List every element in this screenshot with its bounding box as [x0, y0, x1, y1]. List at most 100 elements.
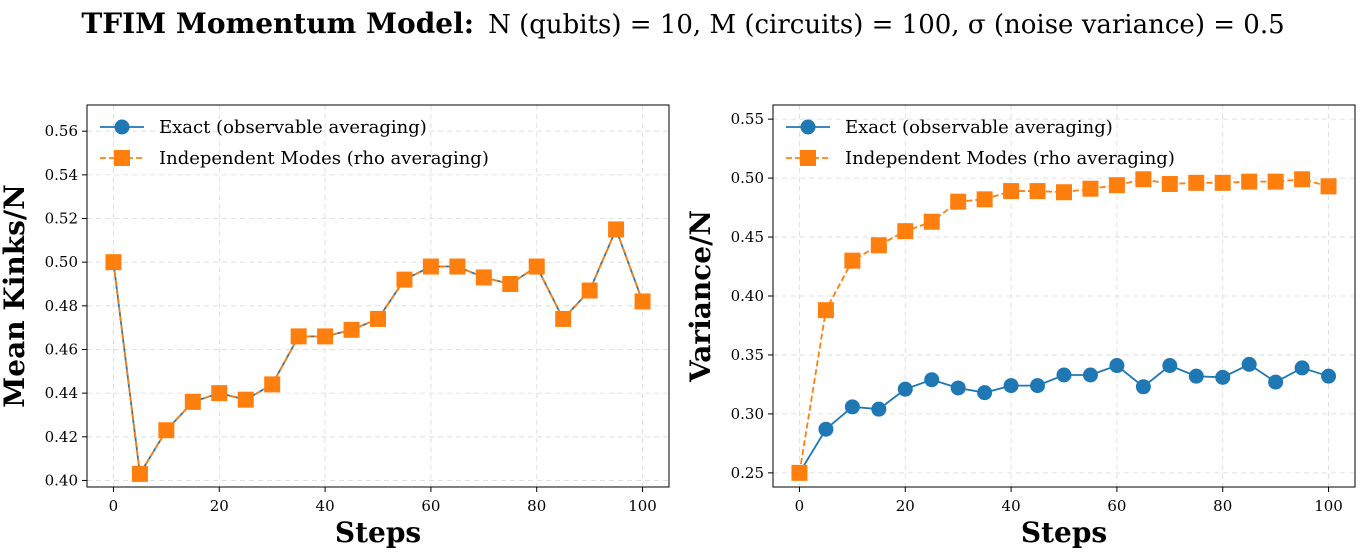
data-point-1-20 [1320, 178, 1337, 195]
data-point-1-6 [264, 376, 281, 393]
data-point-1-14 [1161, 175, 1178, 192]
y-axis-label: Mean Kinks/N [0, 184, 31, 407]
data-point-1-7 [290, 328, 307, 345]
x-tick-label-2: 40 [316, 497, 335, 515]
y-tick-label-1: 0.30 [731, 405, 764, 423]
data-point-1-10 [370, 310, 386, 327]
legend-marker-1 [800, 150, 816, 166]
series-line-1 [112, 226, 644, 477]
x-tick-label-5: 100 [1314, 497, 1343, 515]
y-tick-label-2: 0.35 [731, 346, 764, 364]
data-point-1-14 [475, 269, 492, 286]
legend-label-0: Exact (observable averaging) [159, 117, 427, 138]
plot-frame [86, 104, 670, 488]
y-tick-label-8: 0.56 [45, 122, 78, 140]
x-axis-label: Steps [1021, 516, 1107, 549]
y-tick-label-4: 0.48 [45, 297, 78, 315]
data-point-0-20 [1321, 368, 1337, 384]
data-point-1-15 [1188, 174, 1205, 191]
data-point-0-9 [1030, 378, 1046, 394]
legend-marker-0 [800, 119, 816, 135]
data-point-0-1 [818, 421, 834, 437]
figure-title: TFIM Momentum Model: N (qubits) = 10, M … [81, 7, 1284, 40]
data-point-0-15 [1188, 368, 1204, 384]
data-point-1-6 [950, 193, 967, 210]
plot-frame [772, 104, 1356, 488]
x-tick-label-3: 60 [421, 497, 440, 515]
y-tick-label-1: 0.42 [45, 428, 78, 446]
x-tick-label-4: 80 [527, 497, 546, 515]
data-point-1-11 [1082, 180, 1099, 197]
data-point-1-19 [1294, 171, 1311, 188]
data-point-1-8 [317, 328, 334, 345]
data-point-0-18 [1268, 374, 1284, 390]
data-point-0-11 [1082, 367, 1098, 383]
data-point-1-16 [1214, 174, 1231, 191]
x-tick-label-1: 20 [896, 497, 915, 515]
data-point-1-19 [608, 221, 625, 238]
legend-marker-0 [114, 119, 130, 135]
data-point-1-1 [131, 465, 148, 482]
y-tick-label-6: 0.52 [45, 210, 78, 228]
y-tick-label-3: 0.46 [45, 340, 78, 358]
x-tick-label-4: 80 [1213, 497, 1232, 515]
x-tick-label-2: 40 [1002, 497, 1021, 515]
data-point-0-10 [1056, 367, 1072, 383]
data-point-1-13 [449, 258, 466, 275]
x-tick-label-5: 100 [628, 497, 657, 515]
data-point-1-8 [1003, 183, 1020, 200]
data-point-1-16 [528, 258, 545, 275]
legend-label-1: Independent Modes (rho averaging) [845, 148, 1175, 169]
data-point-1-18 [1267, 173, 1284, 190]
data-point-0-3 [871, 401, 887, 417]
data-point-1-10 [1056, 184, 1072, 201]
y-tick-label-7: 0.54 [45, 166, 78, 184]
y-tick-label-6: 0.55 [731, 110, 764, 128]
y-tick-label-5: 0.50 [45, 253, 78, 271]
data-point-1-17 [1241, 173, 1258, 190]
data-point-1-18 [581, 282, 598, 299]
x-tick-label-0: 0 [795, 497, 805, 515]
series-line-1 [798, 178, 1329, 473]
chart-variance: 0 20 40 60 80 100 0.25 0.30 0.35 0.40 0.45 0.50 0.55… [684, 104, 1356, 549]
data-point-1-4 [897, 223, 914, 240]
data-point-1-12 [422, 258, 439, 275]
data-point-0-17 [1241, 356, 1257, 372]
data-point-1-9 [1029, 183, 1046, 200]
data-point-1-3 [184, 393, 201, 410]
data-point-1-0 [791, 464, 808, 481]
data-point-0-6 [950, 380, 966, 396]
data-point-1-2 [844, 252, 861, 269]
data-point-0-13 [1135, 379, 1151, 395]
data-point-1-5 [923, 213, 940, 230]
data-point-1-1 [817, 302, 834, 319]
data-point-0-19 [1294, 360, 1310, 376]
data-point-0-2 [844, 399, 860, 415]
y-tick-label-0: 0.40 [45, 471, 78, 489]
y-tick-label-0: 0.25 [731, 464, 764, 482]
figure-title-rest: N (qubits) = 10, M (circuits) = 100, σ (… [488, 10, 1285, 40]
data-point-1-0 [105, 254, 122, 271]
legend-label-0: Exact (observable averaging) [845, 117, 1113, 138]
data-point-1-20 [634, 293, 651, 310]
x-tick-label-0: 0 [109, 497, 119, 515]
data-point-1-15 [502, 275, 519, 292]
legend-label-1: Independent Modes (rho averaging) [159, 148, 489, 169]
data-point-1-11 [396, 271, 413, 288]
y-tick-label-3: 0.40 [731, 287, 764, 305]
figure-title-bold: TFIM Momentum Model: [81, 7, 474, 40]
data-point-1-2 [158, 422, 175, 439]
chart-mean-kinks: 0 20 40 60 80 100 0.40 0.42 0.44 0.46 0.48 0.50 0.52… [0, 104, 670, 549]
x-tick-label-1: 20 [210, 497, 229, 515]
y-tick-label-4: 0.45 [731, 228, 764, 246]
data-point-1-4 [211, 385, 228, 402]
data-point-1-7 [976, 191, 993, 208]
data-point-0-8 [1003, 378, 1019, 394]
data-point-1-5 [237, 391, 254, 408]
data-point-0-5 [924, 372, 940, 388]
data-point-0-4 [897, 381, 913, 397]
data-point-1-17 [555, 310, 572, 327]
y-tick-label-5: 0.50 [731, 169, 764, 187]
series-line-0 [112, 226, 644, 477]
